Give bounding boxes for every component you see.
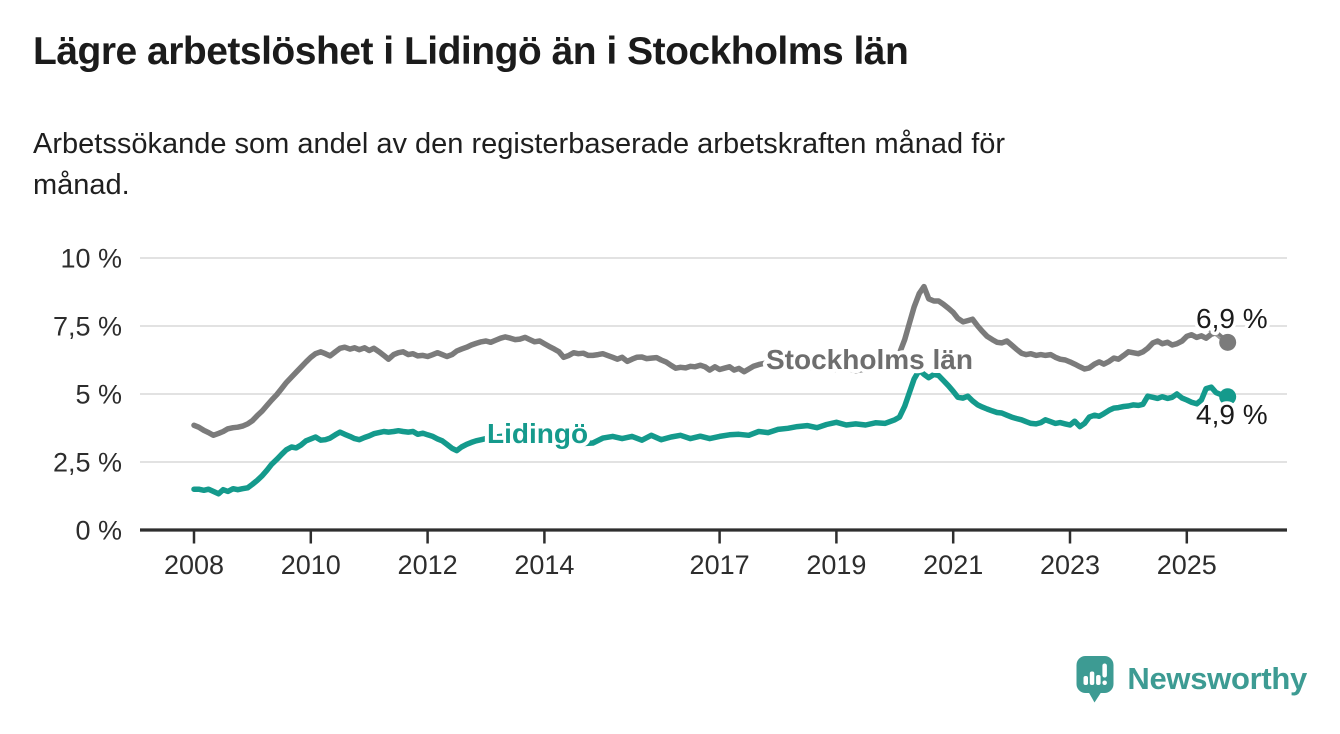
endpoint-dot-stockholms-lan	[1219, 333, 1237, 351]
x-axis-tick-label: 2017	[690, 550, 750, 580]
x-axis-tick-label: 2014	[514, 550, 574, 580]
series-line-stockholms-lan	[191, 283, 1231, 439]
subtitle-line-1: Arbetssökande som andel av den registerb…	[33, 128, 1006, 160]
y-axis-tick-label: 10 %	[60, 243, 122, 273]
x-axis-tick-label: 2019	[806, 550, 866, 580]
page-title: Lägre arbetslöshet i Lidingö än i Stockh…	[33, 30, 909, 73]
x-axis-tick-label: 2012	[398, 550, 458, 580]
x-axis-tick-label: 2021	[923, 550, 983, 580]
y-axis-tick-label: 0 %	[75, 515, 122, 545]
newsworthy-icon	[1076, 656, 1114, 703]
y-axis-tick-label: 5 %	[75, 379, 122, 409]
x-axis-tick-label: 2025	[1157, 550, 1217, 580]
series-label-lidingo: Lidingö	[487, 418, 588, 449]
chart-subtitle: Arbetssökande som andel av den registerb…	[33, 124, 1273, 206]
x-axis-tick-label: 2010	[281, 550, 341, 580]
y-axis-tick-label: 7,5 %	[53, 311, 122, 341]
newsworthy-wordmark: Newsworthy	[1127, 661, 1307, 696]
x-axis-tick-label: 2008	[164, 550, 224, 580]
subtitle-line-2: månad.	[33, 169, 130, 202]
y-axis-tick-label: 2,5 %	[53, 447, 122, 477]
endpoint-dot-lidingo	[1219, 388, 1237, 406]
value-label-stockholms-lan: 6,9 %	[1196, 303, 1268, 334]
x-axis-tick-label: 2023	[1040, 550, 1100, 580]
newsworthy-logo: Newsworthy	[1075, 654, 1307, 704]
series-label-stockholms-lan: Stockholms län	[766, 344, 973, 375]
value-label-lidingo: 4,9 %	[1196, 399, 1268, 430]
series-line-lidingo	[191, 367, 1231, 497]
